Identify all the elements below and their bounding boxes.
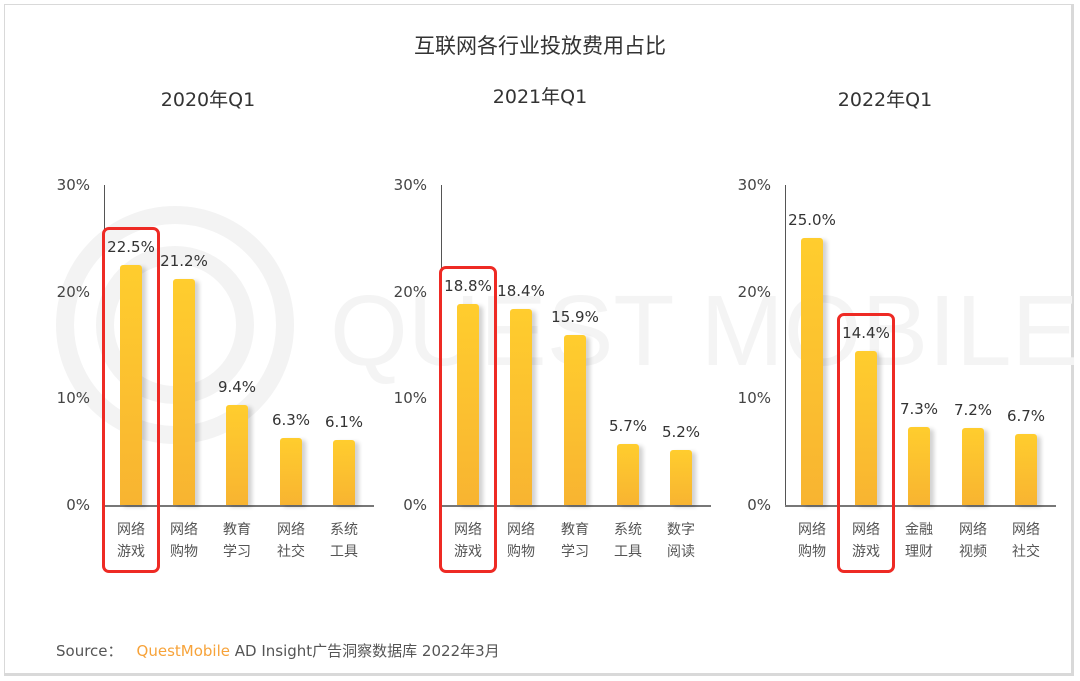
bar	[1015, 433, 1037, 505]
chart-subtitle: 2022年Q1	[837, 89, 933, 111]
bar	[564, 335, 586, 505]
y-tick-label: 0%	[66, 496, 90, 514]
y-axis	[785, 185, 786, 505]
bar	[173, 278, 195, 505]
category-label: 网络 游戏	[117, 522, 145, 560]
category-label: 网络 社交	[1012, 522, 1040, 560]
page-title: 互联网各行业投放费用占比	[414, 34, 666, 58]
x-axis	[104, 505, 374, 507]
bar	[510, 308, 532, 505]
bar-value-label: 5.2%	[661, 422, 701, 441]
x-axis	[441, 505, 711, 507]
highlight-box	[439, 266, 497, 573]
bar-value-label: 6.7%	[1006, 406, 1046, 425]
bar	[617, 444, 639, 505]
y-tick-label: 0%	[403, 496, 427, 514]
category-label: 网络 游戏	[454, 522, 482, 560]
y-tick-label: 20%	[393, 282, 427, 301]
y-tick-label: 10%	[393, 389, 427, 408]
bar-value-label: 21.2%	[160, 251, 208, 270]
y-tick-label: 10%	[737, 389, 771, 408]
y-tick-label: 10%	[56, 389, 90, 408]
bar-value-label: 22.5%	[107, 238, 155, 256]
y-tick-label: 30%	[737, 176, 771, 194]
bar-value-label: 18.8%	[444, 277, 492, 296]
highlight-box	[102, 227, 160, 573]
x-axis	[785, 505, 1056, 507]
bar-value-label: 18.4%	[497, 281, 545, 300]
category-label: 教育 学习	[223, 522, 251, 560]
bar	[962, 428, 984, 505]
bar	[801, 238, 823, 505]
category-label: 系统 工具	[330, 522, 358, 560]
bar-value-label: 25.0%	[788, 211, 836, 230]
bar	[226, 404, 248, 505]
category-label: 网络 社交	[277, 522, 305, 560]
bar	[120, 265, 142, 505]
source-brand: QuestMobile	[136, 642, 230, 660]
bar-value-label: 7.2%	[953, 401, 993, 420]
y-tick-label: 30%	[393, 176, 427, 194]
bar-value-label: 5.7%	[608, 417, 648, 436]
bar-value-label: 6.3%	[271, 410, 311, 429]
bar	[333, 439, 355, 505]
source-note: Source： QuestMobile AD Insight广告洞察数据库 202…	[56, 640, 500, 661]
bar-value-label: 7.3%	[899, 400, 939, 419]
bar	[670, 449, 692, 505]
bar	[457, 304, 479, 505]
category-label: 数字 阅读	[667, 522, 695, 560]
chart-subtitle: 2021年Q1	[492, 86, 588, 108]
y-tick-label: 20%	[56, 282, 90, 301]
category-label: 网络 购物	[507, 522, 535, 560]
category-label: 网络 视频	[959, 522, 987, 560]
category-label: 金融 理财	[905, 522, 933, 560]
bar	[280, 437, 302, 505]
bar	[908, 427, 930, 505]
bar	[855, 351, 877, 505]
chart-subtitle: 2020年Q1	[160, 89, 256, 111]
bar-value-label: 15.9%	[551, 308, 599, 327]
category-label: 教育 学习	[561, 522, 589, 560]
y-tick-label: 20%	[737, 282, 771, 301]
bar-value-label: 9.4%	[217, 377, 257, 396]
category-label: 网络 购物	[798, 522, 826, 560]
y-tick-label: 0%	[747, 496, 771, 514]
category-label: 网络 游戏	[852, 522, 880, 560]
source-text: AD Insight广告洞察数据库 2022年3月	[234, 642, 500, 660]
highlight-box	[837, 313, 895, 573]
category-label: 系统 工具	[614, 522, 642, 560]
y-tick-label: 30%	[56, 176, 90, 194]
category-label: 网络 购物	[170, 522, 198, 560]
source-label: Source：	[56, 642, 123, 660]
bar-value-label: 6.1%	[324, 412, 364, 431]
bar-value-label: 14.4%	[842, 324, 890, 343]
